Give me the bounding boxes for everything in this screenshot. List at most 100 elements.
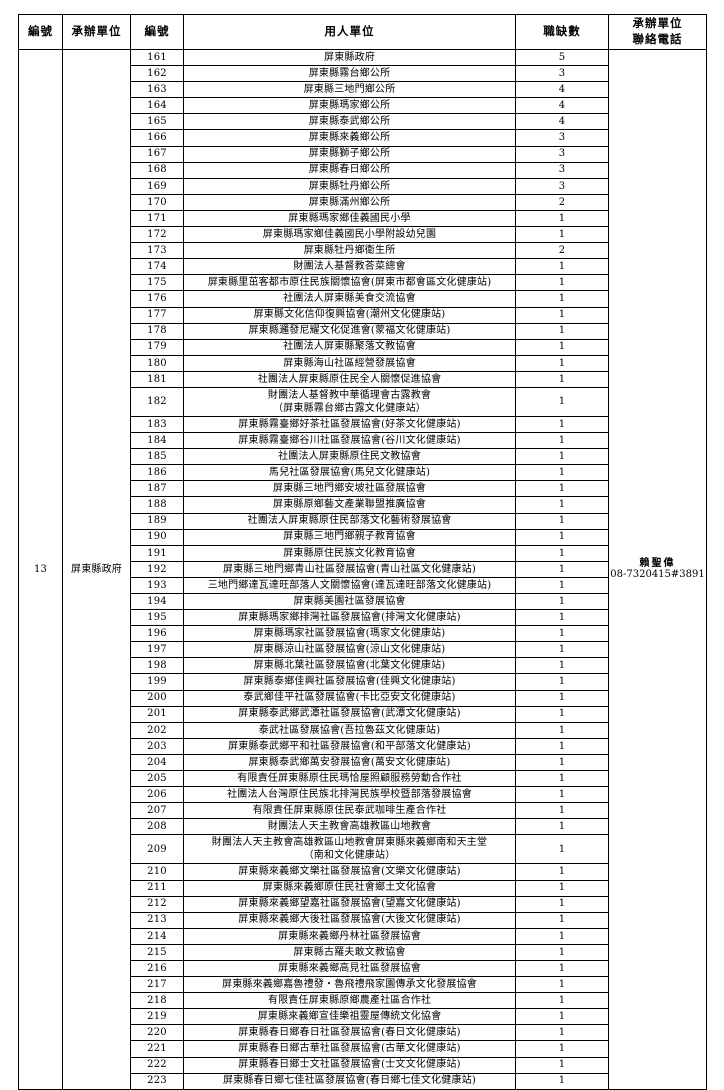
table-row: 212 屏東縣來義鄉望嘉社區發展協會(望嘉文化健康站) 1 (19, 895, 707, 913)
column-header-group-no: 編號 (18, 14, 63, 50)
row-unit-cell: 屏東縣瑪家鄉佳義國民小學附設幼兒園 (183, 226, 516, 244)
row-unit-cell: 屏東縣三地門鄉親子教育協會 (183, 528, 516, 546)
column-header-group-name: 承辦單位 (62, 14, 131, 50)
row-vacancy-cell: 1 (515, 544, 609, 562)
row-vacancy-cell: 1 (515, 657, 609, 675)
row-vacancy-cell: 1 (515, 338, 609, 356)
table-row: 165 屏東縣泰武鄉公所 4 (19, 113, 707, 131)
column-header-contact-line2: 聯絡電話 (632, 32, 683, 46)
row-vacancy-cell: 1 (515, 496, 609, 514)
row-vacancy-cell: 4 (515, 81, 609, 99)
unit-listing-table: 編號 承辦單位 編號 用人單位 職缺數 承辦單位 聯絡電話 13 屏東縣政府 161… (18, 14, 707, 1090)
row-seq-cell: 176 (130, 290, 184, 308)
row-seq-cell: 220 (130, 1024, 184, 1042)
row-seq-cell: 199 (130, 673, 184, 691)
row-vacancy-cell: 1 (515, 592, 609, 611)
row-unit-cell: 屏東縣文化信仰復興協會(潮州文化健康站) (183, 306, 516, 324)
table-row: 169 屏東縣牡丹鄉公所 3 (19, 177, 707, 195)
table-row: 174 財團法人基督教荅菜總會 1 (19, 258, 707, 276)
row-vacancy-cell: 1 (515, 976, 609, 994)
row-unit-cell: 屏東縣春日鄉春日社區發展協會(春日文化健康站) (183, 1024, 516, 1042)
row-unit-cell: 泰武社區發展協會(吾拉魯茲文化健康站) (183, 721, 516, 739)
table-row: 196 屏東縣瑪家社區發展協會(瑪家文化健康站) 1 (19, 625, 707, 643)
row-vacancy-cell: 1 (515, 370, 609, 388)
table-row: 189 社團法人屏東縣原住民部落文化藝術發展協會 1 (19, 512, 707, 530)
row-unit-cell: 屏東縣美園社區發展協會 (183, 592, 516, 611)
row-seq-cell: 166 (130, 129, 184, 147)
row-vacancy-cell: 3 (515, 65, 609, 83)
row-unit-cell: 屏東縣北葉社區發展協會(北葉文化健康站) (183, 657, 516, 675)
row-unit-cell: 有限責任屏東縣原鄉農產社區合作社 (183, 992, 516, 1010)
row-vacancy-cell: 1 (515, 943, 609, 961)
table-row: 216 屏東縣來義鄉高見社區發展協會 1 (19, 959, 707, 978)
row-unit-cell: 社團法人屏東縣原住民部落文化藝術發展協會 (183, 512, 516, 530)
table-row: 187 屏東縣三地門鄉安坡社區發展協會 1 (19, 480, 707, 498)
row-vacancy-cell: 1 (515, 802, 609, 820)
group-name-cell: 屏東縣政府 (62, 49, 131, 1090)
row-vacancy-cell: 1 (515, 1072, 609, 1090)
row-vacancy-cell: 1 (515, 290, 609, 308)
row-seq-cell: 192 (130, 560, 184, 578)
table-row: 217 屏東縣來義鄉嘉魯禮發‧魯飛禮飛家園傳承文化發展協會 1 (19, 976, 707, 994)
row-unit-cell: 社團法人台灣原住民族北排灣民族學校暨部落發展協會 (183, 786, 516, 804)
row-seq-cell: 188 (130, 496, 184, 514)
contact-phone: 08-7320415#3891 (610, 569, 705, 581)
row-vacancy-cell: 1 (515, 258, 609, 276)
row-vacancy-cell: 1 (515, 609, 609, 627)
row-vacancy-cell: 1 (515, 959, 609, 978)
table-row: 164 屏東縣瑪家鄉公所 4 (19, 97, 707, 115)
table-row: 214 屏東縣來義鄉丹林社區發展協會 1 (19, 927, 707, 945)
row-seq-cell: 215 (130, 943, 184, 961)
row-vacancy-cell: 1 (515, 911, 609, 929)
group-no-cell: 13 (18, 49, 63, 1090)
row-seq-cell: 208 (130, 818, 184, 836)
row-seq-cell: 174 (130, 258, 184, 276)
row-seq-cell: 184 (130, 432, 184, 450)
contact-cell: 賴聖偉 08-7320415#3891 (608, 49, 707, 1090)
row-vacancy-cell: 1 (515, 992, 609, 1010)
row-unit-cell: 馬兒社區發展協會(馬兒文化健康站) (183, 464, 516, 482)
row-seq-cell: 222 (130, 1056, 184, 1074)
table-row: 167 屏東縣獅子鄉公所 3 (19, 145, 707, 163)
table-header: 編號 承辦單位 編號 用人單位 職缺數 承辦單位 聯絡電話 (18, 14, 707, 50)
row-vacancy-cell: 1 (515, 770, 609, 788)
row-unit-cell: 屏東縣三地門鄉青山社區發展協會(青山社區文化健康站) (183, 560, 516, 578)
row-seq-cell: 214 (130, 927, 184, 945)
row-seq-cell: 181 (130, 370, 184, 388)
row-vacancy-cell: 1 (515, 448, 609, 466)
row-unit-line: 財團法人天主教會高雄教區山地教會屏東縣來義鄉南和天主堂 (211, 837, 488, 849)
row-seq-cell: 186 (130, 464, 184, 482)
row-vacancy-cell: 4 (515, 113, 609, 131)
table-body: 13 屏東縣政府 161 屏東縣政府 5 賴聖偉 08-7320415#3891 162 屏東縣… (18, 48, 707, 1090)
row-unit-line: （屏東縣霧台鄉古露文化健康站） (273, 402, 426, 414)
row-vacancy-cell: 1 (515, 625, 609, 643)
row-seq-cell: 212 (130, 895, 184, 913)
row-seq-cell: 195 (130, 609, 184, 627)
row-vacancy-cell: 3 (515, 145, 609, 163)
table-row: 193 三地門鄉達瓦達旺部落人文關懷協會(達瓦達旺部落文化健康站) 1 (19, 576, 707, 595)
row-seq-cell: 164 (130, 97, 184, 115)
row-vacancy-cell: 1 (515, 354, 609, 372)
header-row: 編號 承辦單位 編號 用人單位 職缺數 承辦單位 聯絡電話 (18, 14, 707, 50)
row-vacancy-cell: 1 (515, 386, 609, 417)
row-unit-cell: 屏東縣牡丹鄉衛生所 (183, 242, 516, 260)
row-unit-cell: 社團法人屏東縣聚落文教協會 (183, 338, 516, 356)
table-row: 195 屏東縣瑪家鄉排灣社區發展協會(排灣文化健康站) 1 (19, 609, 707, 627)
table-row: 182 財團法人基督教中華循理會古露教會 （屏東縣霧台鄉古露文化健康站） 1 (19, 386, 707, 417)
row-unit-cell: 屏東縣來義鄉大後社區發展協會(大後文化健康站) (183, 911, 516, 929)
row-seq-cell: 178 (130, 322, 184, 340)
row-seq-cell: 203 (130, 737, 184, 755)
table-row: 181 社團法人屏東縣原住民全人關懷促進協會 1 (19, 370, 707, 388)
row-unit-cell: 屏東縣牡丹鄉公所 (183, 177, 516, 195)
row-vacancy-cell: 3 (515, 161, 609, 179)
row-unit-cell: 屏東縣邏發尼耀文化促進會(蒙福文化健康站) (183, 322, 516, 340)
column-header-vacancy: 職缺數 (515, 14, 609, 50)
row-vacancy-cell: 1 (515, 512, 609, 530)
row-seq-cell: 179 (130, 338, 184, 356)
row-unit-cell: 屏東縣三地門鄉公所 (183, 81, 516, 99)
row-vacancy-cell: 1 (515, 432, 609, 450)
row-unit-cell: 屏東縣來義鄉丹林社區發展協會 (183, 927, 516, 945)
row-vacancy-cell: 1 (515, 834, 609, 865)
row-unit-cell: 社團法人屏東縣美食交流協會 (183, 290, 516, 308)
column-header-contact-line1: 承辦單位 (632, 16, 683, 31)
